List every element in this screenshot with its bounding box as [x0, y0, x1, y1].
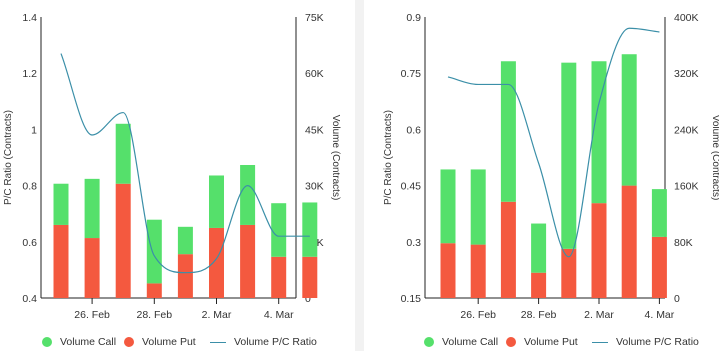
volume-put-bar	[470, 244, 486, 298]
right-axis-title: Volume (Contracts)	[330, 115, 341, 201]
volume-call-bar	[470, 169, 486, 245]
x-axis-tick-label: 4. Mar	[645, 309, 675, 321]
left-chart-panel: 0.40.60.811.21.4015K30K45K60K75KP/C Rati…	[0, 0, 355, 351]
volume-call-bar	[531, 223, 547, 273]
volume-call-bar	[651, 189, 667, 237]
volume-put-bar	[302, 256, 318, 298]
legend-item-volume-call[interactable]: Volume Call	[42, 336, 116, 348]
volume-put-swatch	[124, 337, 134, 347]
volume-pc-ratio-line	[447, 27, 660, 258]
legend-item-volume-put[interactable]: Volume Put	[506, 336, 578, 348]
legend-label-volume-call: Volume Call	[60, 336, 117, 348]
volume-call-bar	[146, 219, 162, 284]
volume-put-bar	[591, 203, 607, 298]
volume-call-bar	[84, 178, 100, 239]
legend-label-volume-pc-ratio: Volume P/C Ratio	[616, 336, 699, 348]
left-axis-title: P/C Ratio (Contracts)	[3, 110, 14, 205]
right-axis-tick-label: 240K	[674, 124, 699, 136]
right-axis-title: Volume (Contracts)	[710, 115, 719, 201]
left-axis-tick-label: 0.3	[406, 237, 421, 249]
left-axis-tick-label: 0.6	[22, 237, 37, 249]
volume-put-bar	[177, 254, 193, 298]
left-axis-tick-label: 1.4	[22, 12, 37, 24]
volume-call-bar	[115, 123, 131, 184]
volume-put-bar	[531, 272, 547, 298]
right-axis-tick-label: 80K	[674, 237, 693, 249]
left-axis-tick-label: 0.4	[22, 293, 37, 305]
right-chart-panel: 0.15 0.3 0.45 0.6 0.75 0.9 0 80K 160K 240K 320K 400…	[364, 0, 719, 351]
volume-call-swatch	[424, 337, 434, 347]
legend-item-volume-pc-ratio[interactable]: Volume P/C Ratio	[210, 336, 317, 348]
legend-item-volume-call[interactable]: Volume Call	[424, 336, 498, 348]
volume-put-bar	[440, 243, 456, 298]
volume-put-bar	[621, 185, 637, 298]
right-chart-legend: Volume Call Volume Put Volume P/C Ratio	[364, 336, 719, 352]
volume-put-bar	[561, 248, 577, 298]
volume-call-bar	[271, 203, 287, 257]
left-axis-tick-label: 1.2	[22, 68, 37, 80]
volume-call-swatch	[42, 337, 52, 347]
volume-call-bar	[240, 164, 256, 225]
left-axis-tick-label: 0.15	[401, 293, 422, 305]
right-axis-tick-label: 30K	[305, 181, 324, 193]
legend-label-volume-pc-ratio: Volume P/C Ratio	[234, 336, 317, 348]
volume-call-bar	[302, 202, 318, 257]
left-chart-plot: 0.40.60.811.21.4015K30K45K60K75KP/C Rati…	[3, 12, 341, 321]
volume-call-bar	[440, 169, 456, 244]
legend-label-volume-call: Volume Call	[442, 336, 499, 348]
legend-item-volume-put[interactable]: Volume Put	[124, 336, 196, 348]
right-axis-tick-label: 160K	[674, 181, 699, 193]
volume-put-bar	[209, 227, 224, 298]
right-axis-tick-label: 0	[305, 293, 311, 305]
volume-call-bar	[209, 175, 224, 228]
x-axis-tick-label: 28. Feb	[521, 309, 557, 321]
x-axis-tick-label: 26. Feb	[74, 309, 110, 321]
legend-label-volume-put: Volume Put	[142, 336, 196, 348]
volume-call-bar	[53, 183, 69, 225]
x-axis-tick-label: 2. Mar	[584, 309, 614, 321]
right-axis-tick-label: 45K	[305, 124, 324, 136]
volume-put-bar	[651, 236, 667, 298]
volume-pc-ratio-swatch	[210, 341, 226, 343]
right-axis-tick-label: 75K	[305, 12, 324, 24]
x-axis-tick-label: 4. Mar	[264, 309, 294, 321]
right-axis-tick-label: 400K	[674, 12, 699, 24]
left-axis-title: P/C Ratio (Contracts)	[383, 110, 394, 205]
volume-put-bar	[115, 183, 131, 298]
left-axis-tick-label: 0.9	[406, 12, 421, 24]
volume-call-bar	[591, 61, 607, 204]
x-axis-tick-label: 28. Feb	[136, 309, 172, 321]
volume-put-bar	[146, 283, 162, 298]
left-axis-tick-label: 0.75	[401, 68, 422, 80]
volume-put-bar	[84, 238, 100, 298]
volume-put-bar	[240, 224, 256, 298]
right-axis-tick-label: 60K	[305, 68, 324, 80]
left-axis-tick-label: 1	[31, 124, 37, 136]
volume-pc-ratio-line	[60, 53, 310, 274]
volume-put-bar	[500, 201, 516, 298]
right-chart-plot: 0.15 0.3 0.45 0.6 0.75 0.9 0 80K 160K 240K 320K 400…	[383, 12, 719, 321]
right-axis-tick-label: 320K	[674, 68, 699, 80]
left-axis-tick-label: 0.6	[406, 124, 421, 136]
left-axis-tick-label: 0.8	[22, 181, 37, 193]
panel-divider	[355, 0, 364, 351]
legend-label-volume-put: Volume Put	[524, 336, 578, 348]
volume-call-bar	[561, 62, 577, 249]
volume-call-bar	[500, 61, 516, 202]
left-axis-tick-label: 0.45	[401, 181, 422, 193]
x-axis-tick-label: 2. Mar	[202, 309, 232, 321]
right-axis-tick-label: 0	[674, 293, 680, 305]
volume-pc-ratio-swatch	[592, 341, 608, 343]
x-axis-tick-label: 26. Feb	[460, 309, 496, 321]
volume-put-swatch	[506, 337, 516, 347]
volume-call-bar	[621, 54, 637, 186]
volume-call-bar	[177, 226, 193, 255]
volume-put-bar	[53, 224, 69, 298]
left-chart-legend: Volume Call Volume Put Volume P/C Ratio	[0, 336, 355, 352]
volume-put-bar	[271, 256, 287, 298]
legend-item-volume-pc-ratio[interactable]: Volume P/C Ratio	[592, 336, 699, 348]
